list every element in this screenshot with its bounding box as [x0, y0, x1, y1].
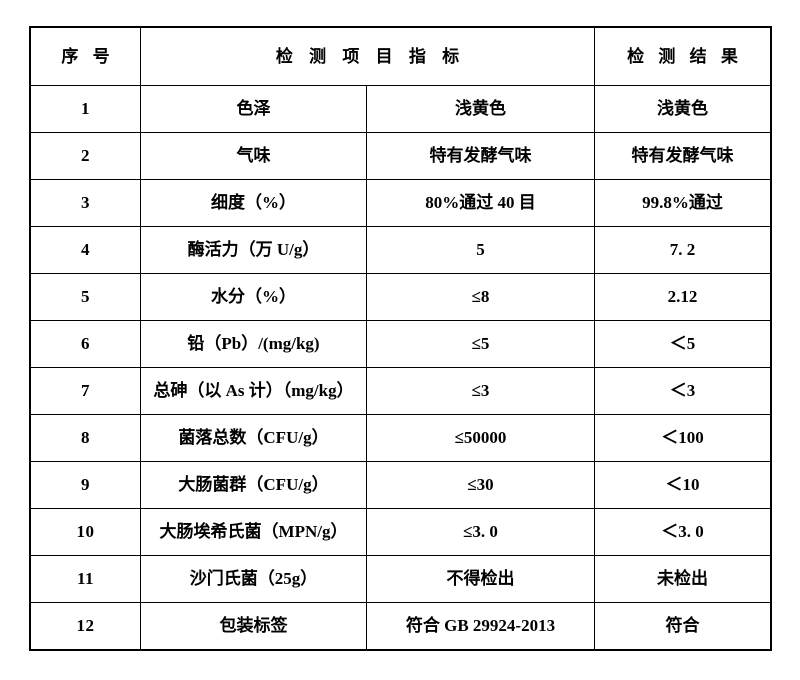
cell-standard: 浅黄色 — [366, 85, 595, 133]
cell-index: 5 — [30, 273, 141, 321]
table-body: 1 色泽 浅黄色 浅黄色 2 气味 特有发酵气味 特有发酵气味 3 细度（%） 80%通过 40 目… — [30, 85, 771, 650]
cell-item: 气味 — [140, 132, 367, 180]
table-row: 1 色泽 浅黄色 浅黄色 — [30, 85, 771, 133]
table-row: 5 水分（%） ≤8 2.12 — [30, 273, 771, 321]
cell-result: 符合 — [594, 602, 771, 650]
cell-index: 7 — [30, 367, 141, 415]
cell-index: 12 — [30, 602, 141, 650]
cell-item: 细度（%） — [140, 179, 367, 227]
cell-index: 10 — [30, 508, 141, 556]
cell-index: 4 — [30, 226, 141, 274]
cell-result: 2.12 — [594, 273, 771, 321]
column-header-result: 检 测 结 果 — [594, 27, 771, 86]
cell-index: 9 — [30, 461, 141, 509]
cell-standard: ≤8 — [366, 273, 595, 321]
cell-result: ＜5 — [594, 320, 771, 368]
cell-standard: 符合 GB 29924-2013 — [366, 602, 595, 650]
cell-result: 特有发酵气味 — [594, 132, 771, 180]
table-row: 6 铅（Pb）/(mg/kg) ≤5 ＜5 — [30, 320, 771, 368]
table-row: 3 细度（%） 80%通过 40 目 99.8%通过 — [30, 179, 771, 227]
cell-result: ＜3 — [594, 367, 771, 415]
cell-standard: ≤5 — [366, 320, 595, 368]
cell-index: 6 — [30, 320, 141, 368]
cell-result: ＜3. 0 — [594, 508, 771, 556]
cell-item: 水分（%） — [140, 273, 367, 321]
cell-index: 8 — [30, 414, 141, 462]
cell-standard: 不得检出 — [366, 555, 595, 603]
cell-index: 3 — [30, 179, 141, 227]
cell-item: 酶活力（万 U/g） — [140, 226, 367, 274]
cell-item: 色泽 — [140, 85, 367, 133]
table-header: 序 号 检 测 项 目 指 标 检 测 结 果 — [30, 27, 771, 86]
cell-result: 未检出 — [594, 555, 771, 603]
cell-standard: 特有发酵气味 — [366, 132, 595, 180]
cell-result: ＜10 — [594, 461, 771, 509]
table-row: 9 大肠菌群（CFU/g） ≤30 ＜10 — [30, 461, 771, 509]
header-row: 序 号 检 测 项 目 指 标 检 测 结 果 — [30, 27, 771, 86]
cell-standard: ≤50000 — [366, 414, 595, 462]
cell-item: 沙门氏菌（25g） — [140, 555, 367, 603]
column-header-no: 序 号 — [30, 27, 141, 86]
cell-result: 7. 2 — [594, 226, 771, 274]
table-row: 10 大肠埃希氏菌（MPN/g） ≤3. 0 ＜3. 0 — [30, 508, 771, 556]
cell-result: ＜100 — [594, 414, 771, 462]
cell-standard: ≤3 — [366, 367, 595, 415]
cell-result: 浅黄色 — [594, 85, 771, 133]
cell-result: 99.8%通过 — [594, 179, 771, 227]
table-row: 7 总砷（以 As 计）（mg/kg） ≤3 ＜3 — [30, 367, 771, 415]
column-header-item-group: 检 测 项 目 指 标 — [140, 27, 595, 86]
cell-standard: 80%通过 40 目 — [366, 179, 595, 227]
cell-item: 大肠埃希氏菌（MPN/g） — [140, 508, 367, 556]
cell-item: 大肠菌群（CFU/g） — [140, 461, 367, 509]
cell-standard: 5 — [366, 226, 595, 274]
table-row: 8 菌落总数（CFU/g） ≤50000 ＜100 — [30, 414, 771, 462]
inspection-results-table: 序 号 检 测 项 目 指 标 检 测 结 果 1 色泽 浅黄色 浅黄色 2 气味 特有发酵… — [29, 26, 772, 651]
cell-item: 总砷（以 As 计）（mg/kg） — [140, 367, 367, 415]
cell-item: 菌落总数（CFU/g） — [140, 414, 367, 462]
table-row: 4 酶活力（万 U/g） 5 7. 2 — [30, 226, 771, 274]
cell-index: 11 — [30, 555, 141, 603]
table-row: 11 沙门氏菌（25g） 不得检出 未检出 — [30, 555, 771, 603]
table-row: 12 包装标签 符合 GB 29924-2013 符合 — [30, 602, 771, 650]
cell-index: 2 — [30, 132, 141, 180]
cell-standard: ≤30 — [366, 461, 595, 509]
cell-standard: ≤3. 0 — [366, 508, 595, 556]
table-row: 2 气味 特有发酵气味 特有发酵气味 — [30, 132, 771, 180]
cell-item: 包装标签 — [140, 602, 367, 650]
cell-item: 铅（Pb）/(mg/kg) — [140, 320, 367, 368]
cell-index: 1 — [30, 85, 141, 133]
